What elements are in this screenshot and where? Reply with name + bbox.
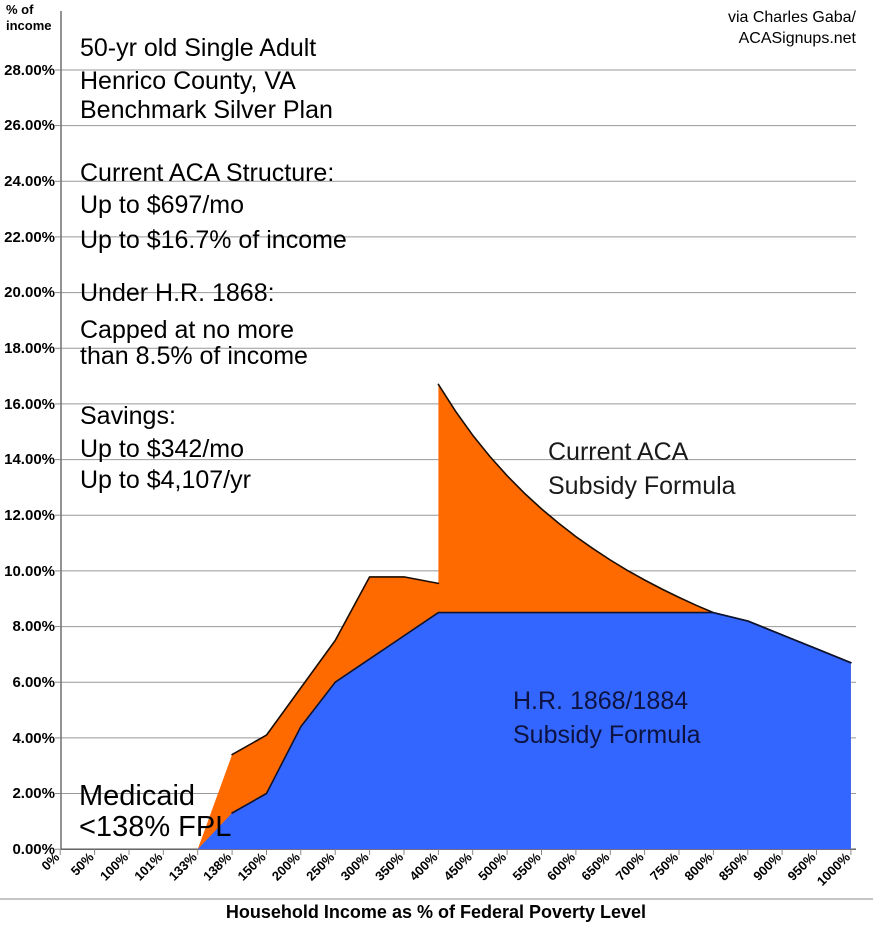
svg-text:Up to $4,107/yr: Up to $4,107/yr <box>80 466 251 494</box>
svg-text:50-yr old Single Adult: 50-yr old Single Adult <box>80 34 316 62</box>
svg-text:28.00%: 28.00% <box>4 62 55 79</box>
svg-text:via Charles Gaba/: via Charles Gaba/ <box>728 9 857 26</box>
svg-text:ACASignups.net: ACASignups.net <box>739 30 857 47</box>
svg-text:26.00%: 26.00% <box>4 117 55 134</box>
svg-text:20.00%: 20.00% <box>4 284 55 301</box>
svg-text:Henrico County, VA: Henrico County, VA <box>80 67 296 95</box>
svg-text:Current ACA: Current ACA <box>548 438 689 466</box>
svg-text:% of: % of <box>6 2 34 17</box>
svg-text:22.00%: 22.00% <box>4 229 55 246</box>
svg-text:Up to $16.7% of income: Up to $16.7% of income <box>80 226 347 254</box>
svg-text:Capped at no more: Capped at no more <box>80 316 294 344</box>
svg-text:Current ACA Structure:: Current ACA Structure: <box>80 159 334 187</box>
svg-text:8.00%: 8.00% <box>12 618 55 635</box>
svg-text:2.00%: 2.00% <box>12 785 55 802</box>
svg-text:Up to $342/mo: Up to $342/mo <box>80 435 244 463</box>
svg-text:24.00%: 24.00% <box>4 173 55 190</box>
svg-text:Benchmark Silver Plan: Benchmark Silver Plan <box>80 96 333 124</box>
svg-text:4.00%: 4.00% <box>12 730 55 747</box>
svg-text:Up to $697/mo: Up to $697/mo <box>80 191 244 219</box>
svg-text:10.00%: 10.00% <box>4 563 55 580</box>
svg-text:18.00%: 18.00% <box>4 340 55 357</box>
svg-text:Subsidy Formula: Subsidy Formula <box>513 721 701 749</box>
svg-text:Medicaid: Medicaid <box>79 780 195 812</box>
svg-text:income: income <box>6 18 52 33</box>
svg-text:than 8.5% of income: than 8.5% of income <box>80 342 308 370</box>
svg-text:14.00%: 14.00% <box>4 451 55 468</box>
svg-text:Subsidy Formula: Subsidy Formula <box>548 472 736 500</box>
svg-text:12.00%: 12.00% <box>4 507 55 524</box>
svg-text:6.00%: 6.00% <box>12 674 55 691</box>
svg-text:16.00%: 16.00% <box>4 396 55 413</box>
svg-text:Under H.R. 1868:: Under H.R. 1868: <box>80 279 275 307</box>
svg-text:H.R. 1868/1884: H.R. 1868/1884 <box>513 687 688 715</box>
svg-text:<138% FPL: <138% FPL <box>79 811 231 843</box>
svg-text:Savings:: Savings: <box>80 402 176 430</box>
svg-text:Household Income as % of Feder: Household Income as % of Federal Poverty… <box>226 902 646 922</box>
